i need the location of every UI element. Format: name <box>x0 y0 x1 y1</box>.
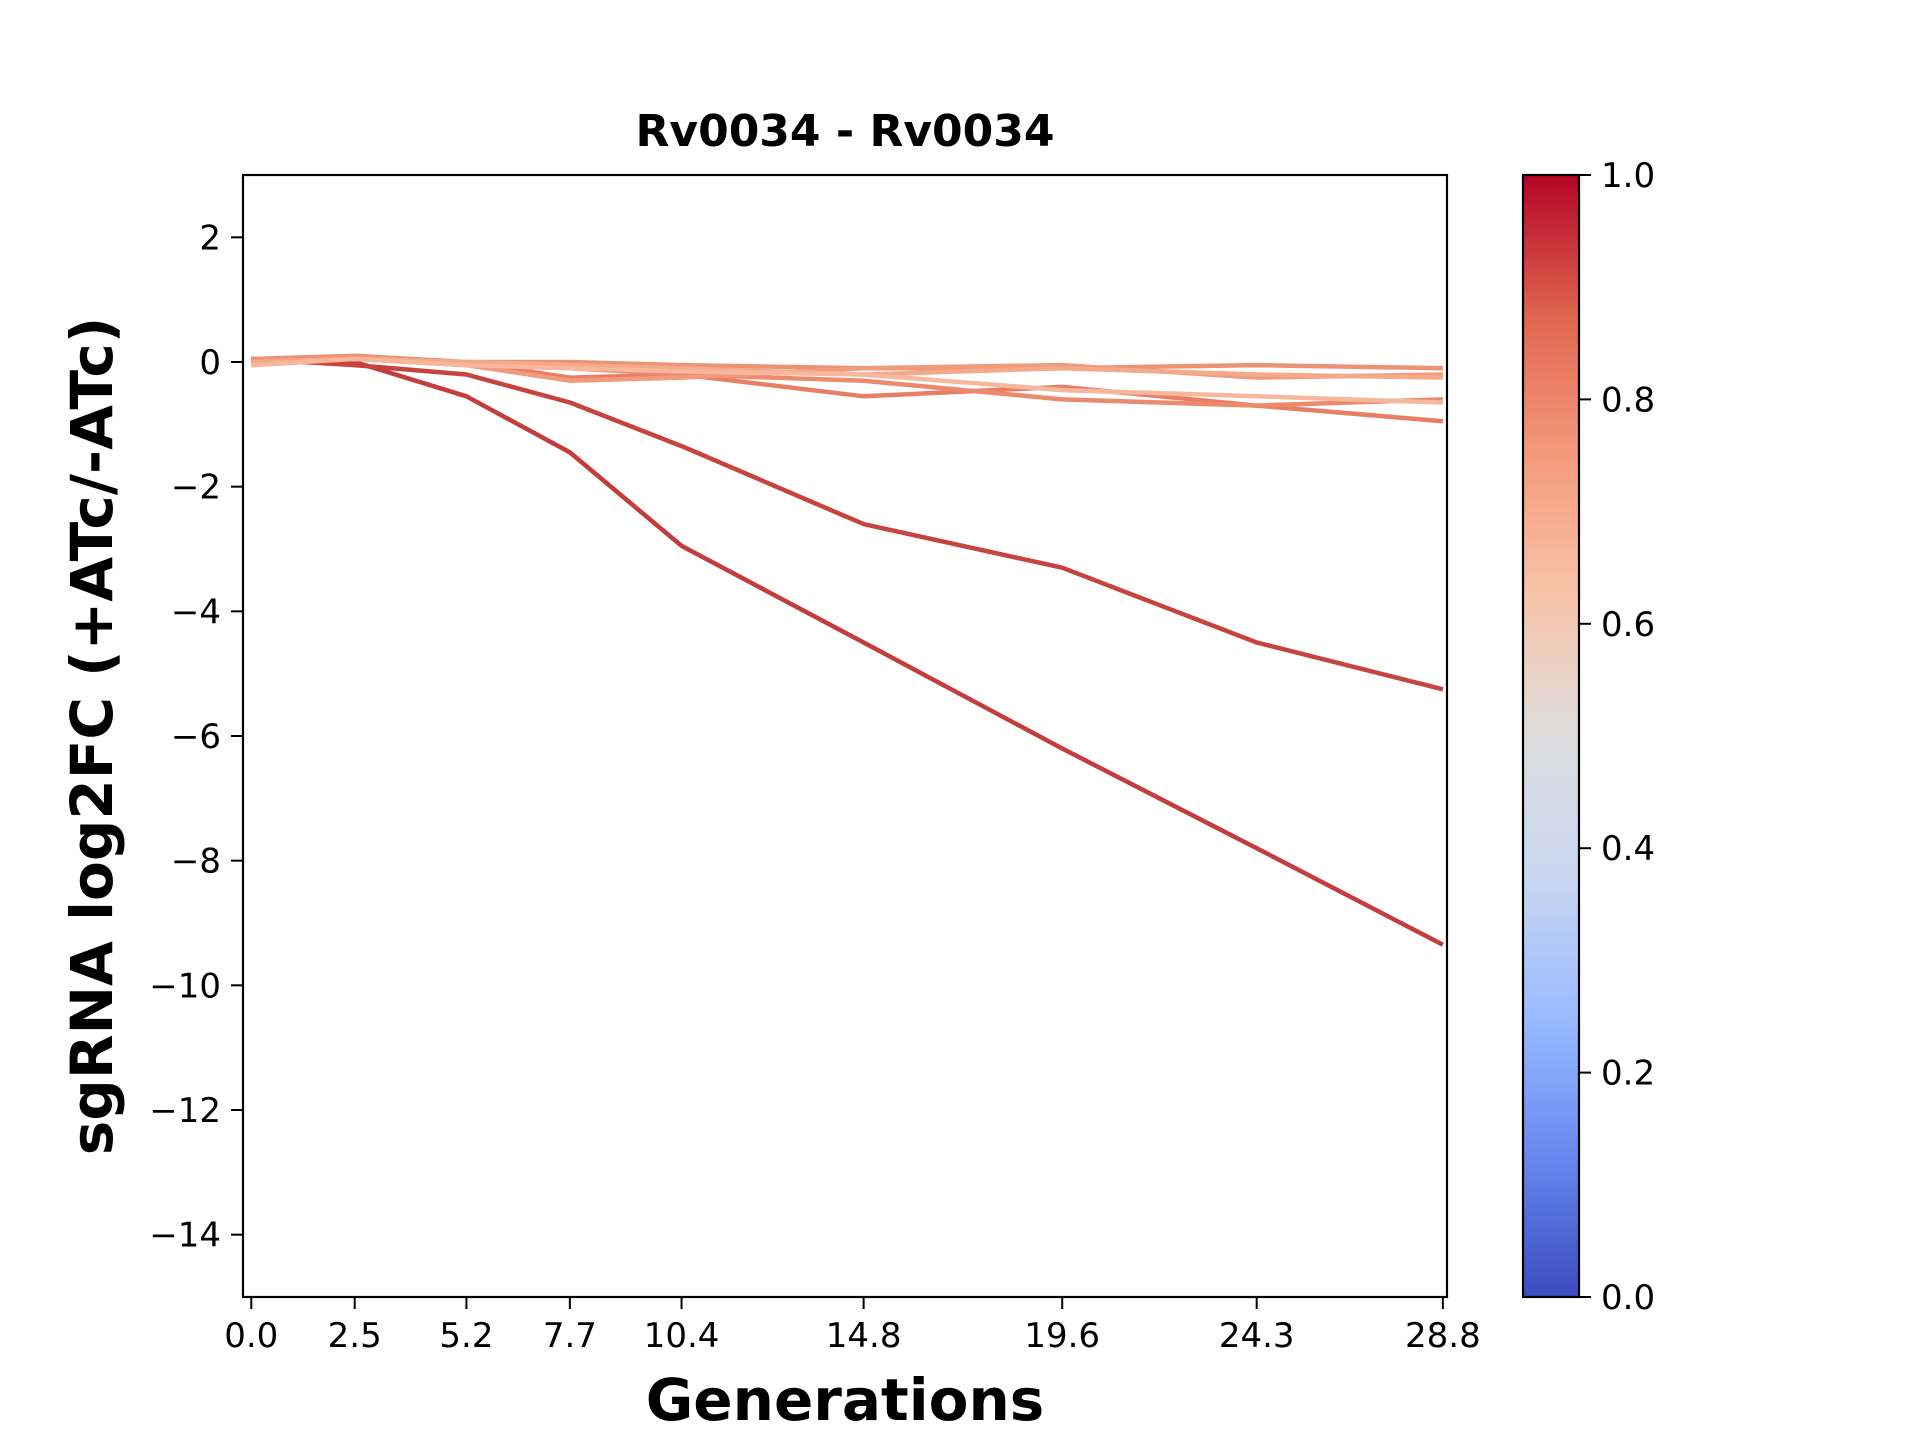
series-line-8 <box>251 356 1443 405</box>
y-tick-label: −10 <box>149 966 221 1006</box>
x-tick-label: 10.4 <box>644 1316 720 1356</box>
series-line-2 <box>251 356 1444 692</box>
y-tick-label: −4 <box>171 592 221 632</box>
plot-area-frame <box>241 173 1449 1299</box>
colorbar-axis: 0.0 0.2 0.4 0.6 0.8 1.0 <box>1579 156 1655 1318</box>
x-tick-label: 5.2 <box>439 1316 493 1356</box>
colorbar-tick-label: 0.0 <box>1601 1278 1655 1318</box>
y-tick-label: −2 <box>171 468 221 508</box>
x-tick-label: 7.7 <box>543 1316 597 1356</box>
x-tick-label: 28.8 <box>1405 1316 1481 1356</box>
colorbar-tick-label: 0.6 <box>1601 605 1655 645</box>
y-tick-label: 2 <box>199 218 221 258</box>
x-axis-label: Generations <box>646 1366 1045 1434</box>
x-tick-label: 0.0 <box>224 1316 278 1356</box>
chart-title: Rv0034 - Rv0034 <box>636 106 1055 157</box>
y-tick-label: 0 <box>199 343 221 383</box>
series-line-1 <box>251 356 1444 947</box>
y-tick-label: −6 <box>171 717 221 757</box>
y-tick-label: −8 <box>171 842 221 882</box>
colorbar <box>1521 173 1581 1299</box>
x-tick-label: 2.5 <box>328 1316 382 1356</box>
series-layer <box>251 353 1444 947</box>
y-tick-label: −14 <box>149 1216 221 1256</box>
y-axis-label: sgRNA log2FC (+ATc/-ATc) <box>58 317 126 1155</box>
colorbar-tick-label: 0.8 <box>1601 380 1655 420</box>
colorbar-tick-label: 0.2 <box>1601 1054 1655 1094</box>
x-tick-label: 19.6 <box>1024 1316 1100 1356</box>
x-tick-label: 14.8 <box>826 1316 902 1356</box>
colorbar-tick-label: 1.0 <box>1601 156 1655 196</box>
colorbar-tick-label: 0.4 <box>1601 829 1655 869</box>
x-tick-label: 24.3 <box>1219 1316 1295 1356</box>
y-axis: 2 0 −2 −4 −6 −8 −10 −12 −14 <box>149 218 243 1256</box>
x-axis: 0.0 2.5 5.2 7.7 10.4 14.8 19.6 24.3 28.8 <box>224 1297 1481 1356</box>
y-tick-label: −12 <box>149 1091 221 1131</box>
